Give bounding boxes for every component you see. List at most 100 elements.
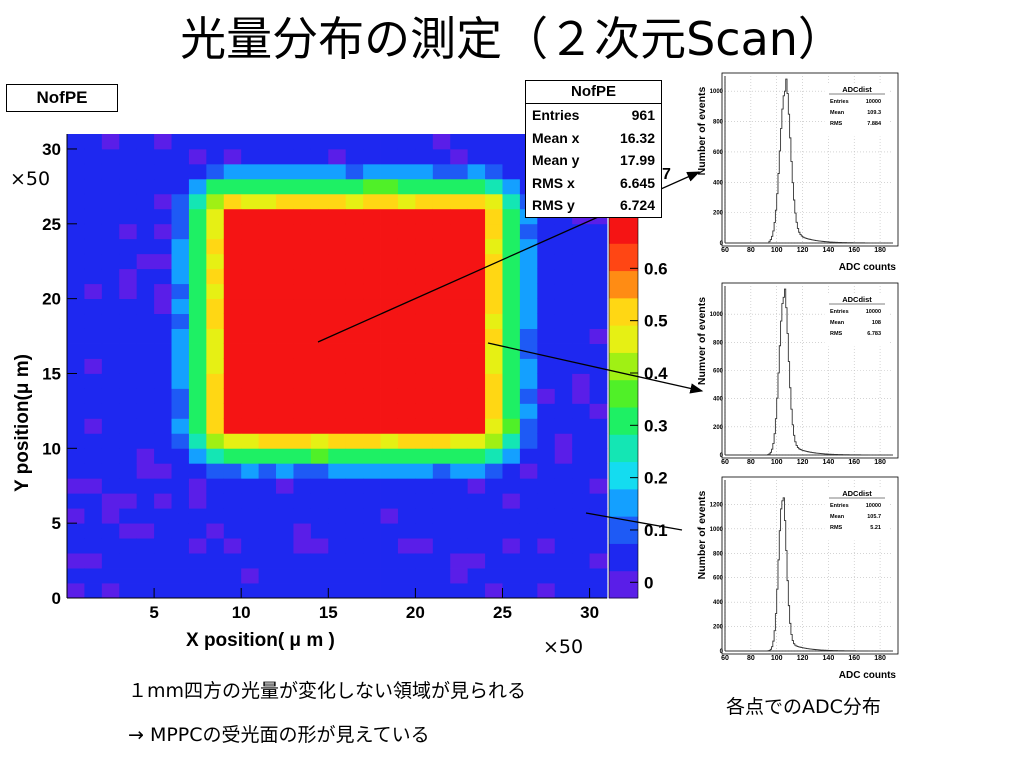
heatmap-cell bbox=[432, 178, 451, 195]
heatmap-cell bbox=[276, 493, 294, 509]
heatmap-cell bbox=[519, 388, 538, 404]
heatmap-cell bbox=[432, 193, 451, 210]
heatmap-cell bbox=[502, 463, 521, 479]
heatmap-cell bbox=[154, 508, 172, 524]
heatmap-cell bbox=[467, 193, 486, 210]
adc-stats-value: 5.21 bbox=[870, 525, 881, 531]
heatmap-cell bbox=[310, 268, 329, 285]
x-scale-note: ×50 bbox=[543, 636, 584, 658]
heatmap-cell bbox=[84, 193, 103, 210]
heatmap-cell bbox=[67, 508, 85, 524]
heatmap-cell bbox=[188, 148, 207, 165]
heatmap-cell bbox=[258, 283, 277, 300]
heatmap-cell bbox=[119, 568, 138, 584]
stats-row-value: 6.724 bbox=[619, 197, 655, 213]
heatmap-cell bbox=[502, 298, 521, 315]
heatmap-cell bbox=[502, 343, 521, 359]
heatmap-cell bbox=[293, 283, 312, 300]
caption-line-1: １mm四方の光量が変化しない領域が見られる bbox=[128, 680, 527, 702]
heatmap-cell bbox=[154, 403, 172, 419]
heatmap-cell bbox=[171, 553, 190, 569]
heatmap-cell bbox=[485, 268, 503, 285]
heatmap-cell bbox=[485, 193, 503, 210]
heatmap-cell bbox=[293, 148, 312, 165]
x-axis-title: X position( μ m ) bbox=[186, 630, 335, 651]
heatmap-cell bbox=[136, 163, 155, 180]
heatmap-cell bbox=[119, 343, 138, 359]
color-scale-tick-label: 0.1 bbox=[644, 521, 668, 540]
adc-y-tick-label: 1000 bbox=[710, 312, 724, 318]
heatmap-cell bbox=[293, 508, 312, 524]
heatmap-cell bbox=[572, 298, 590, 315]
heatmap-cell bbox=[84, 268, 103, 285]
heatmap-cell bbox=[328, 403, 347, 419]
heatmap-cell bbox=[84, 208, 103, 225]
heatmap-cell bbox=[519, 463, 538, 479]
heatmap-cell bbox=[415, 448, 434, 464]
heatmap-cell bbox=[328, 358, 347, 374]
heatmap-cell bbox=[223, 178, 242, 195]
heatmap-cell bbox=[363, 208, 381, 225]
heatmap-cell bbox=[502, 313, 521, 329]
heatmap-cell bbox=[397, 253, 416, 270]
heatmap-cell bbox=[397, 508, 416, 524]
heatmap-cell bbox=[171, 283, 190, 300]
heatmap-cell bbox=[432, 283, 451, 300]
heatmap-cell bbox=[397, 538, 416, 554]
heatmap-cell bbox=[293, 478, 312, 494]
heatmap-cell bbox=[84, 388, 103, 404]
heatmap-cell bbox=[345, 463, 364, 479]
heatmap-cell bbox=[67, 463, 85, 479]
heatmap-cell bbox=[136, 253, 155, 270]
adc-x-tick-label: 80 bbox=[747, 655, 755, 662]
heatmap-cell bbox=[554, 313, 573, 329]
heatmap-cell bbox=[432, 328, 451, 344]
heatmap-cell bbox=[328, 313, 347, 329]
heatmap-cell bbox=[276, 178, 294, 195]
adc-x-tick-label: 120 bbox=[797, 459, 809, 466]
heatmap-cell bbox=[206, 208, 225, 225]
heatmap-cell bbox=[537, 583, 556, 599]
adc-x-tick-label: 180 bbox=[874, 655, 886, 662]
heatmap-cell bbox=[154, 163, 172, 180]
heatmap-cell bbox=[450, 283, 469, 300]
adc-x-tick-label: 120 bbox=[797, 247, 809, 254]
color-scale-segment bbox=[609, 543, 638, 572]
adc-stats-title: ADCdist bbox=[842, 489, 872, 498]
adc-stats-label: Mean bbox=[830, 320, 845, 326]
heatmap-cell bbox=[67, 493, 85, 509]
heatmap-cell bbox=[310, 238, 329, 255]
heatmap-cell bbox=[572, 328, 590, 344]
heatmap-cell bbox=[310, 478, 329, 494]
heatmap-cell bbox=[397, 313, 416, 329]
heatmap-cell bbox=[485, 178, 503, 195]
heatmap-cell bbox=[467, 163, 486, 180]
adc-x-tick-label: 80 bbox=[747, 247, 755, 254]
heatmap-cell bbox=[397, 373, 416, 389]
heatmap-cell bbox=[171, 478, 190, 494]
heatmap-cell bbox=[310, 163, 329, 180]
heatmap-cell bbox=[363, 478, 381, 494]
heatmap-cell bbox=[241, 463, 260, 479]
color-scale-tick-label: 0.2 bbox=[644, 469, 668, 488]
heatmap-cell bbox=[241, 343, 260, 359]
heatmap-cell bbox=[380, 538, 399, 554]
color-scale-tick-label: 0.3 bbox=[644, 416, 668, 435]
heatmap-cell bbox=[136, 193, 155, 210]
heatmap-cell bbox=[67, 328, 85, 344]
heatmap-cell bbox=[397, 418, 416, 434]
heatmap-cell bbox=[345, 238, 364, 255]
heatmap-cell bbox=[119, 538, 138, 554]
heatmap-cell bbox=[345, 493, 364, 509]
heatmap-cell bbox=[241, 148, 260, 165]
heatmap-cell bbox=[67, 523, 85, 539]
y-tick-label: 30 bbox=[42, 140, 61, 159]
heatmap-cell bbox=[519, 568, 538, 584]
heatmap-cell bbox=[258, 223, 277, 240]
heatmap-cell bbox=[432, 493, 451, 509]
adc-y-tick-label: 400 bbox=[713, 600, 724, 606]
heatmap-cell bbox=[450, 343, 469, 359]
heatmap-cell bbox=[67, 178, 85, 195]
heatmap-cell bbox=[206, 478, 225, 494]
heatmap-cell bbox=[537, 493, 556, 509]
